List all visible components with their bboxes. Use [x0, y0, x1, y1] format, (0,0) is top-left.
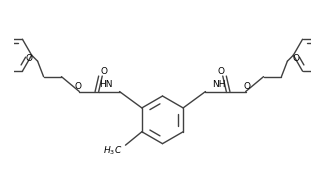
Text: O: O [218, 67, 225, 76]
Text: NH: NH [212, 80, 226, 89]
Text: O: O [25, 54, 32, 63]
Text: O: O [293, 54, 300, 63]
Text: HN: HN [99, 80, 113, 89]
Text: $H_3C$: $H_3C$ [103, 144, 122, 157]
Text: O: O [74, 82, 81, 91]
Text: O: O [244, 82, 251, 91]
Text: O: O [100, 67, 107, 76]
